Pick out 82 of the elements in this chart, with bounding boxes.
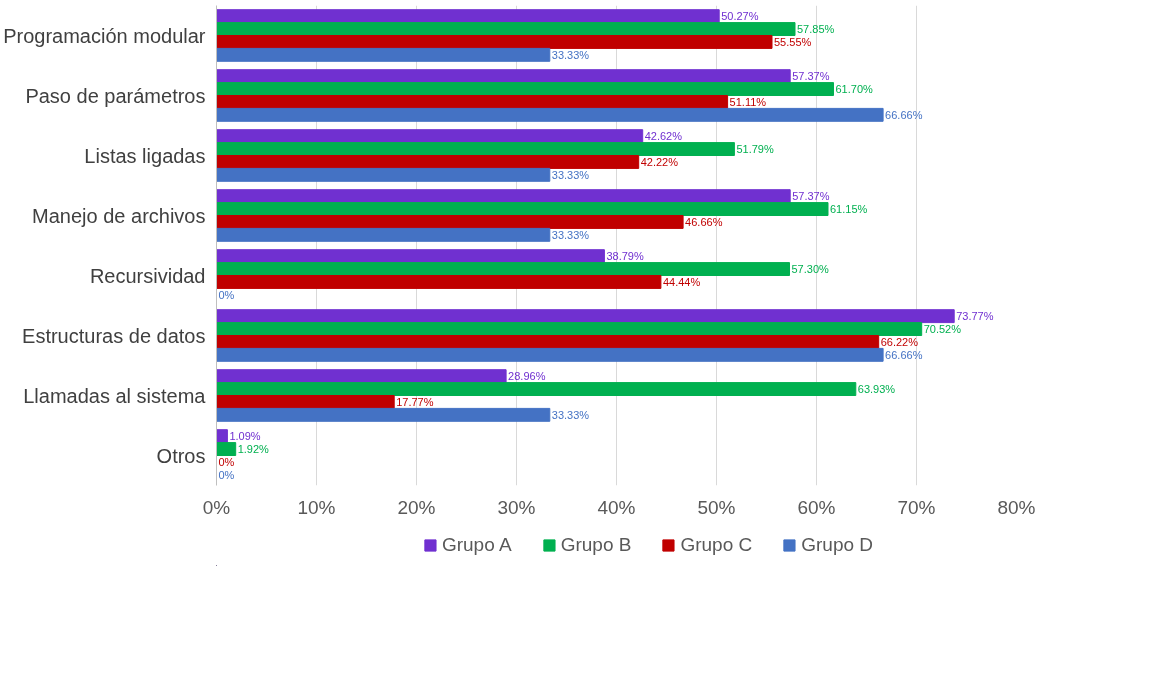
bar	[216, 82, 834, 96]
x-tick-label: 30%	[497, 496, 536, 518]
data-label: 66.66%	[885, 108, 923, 121]
bar	[216, 95, 729, 109]
data-label: 63.93%	[857, 383, 896, 396]
y-tick-label: Listas ligadas	[84, 144, 206, 167]
bar	[216, 347, 884, 362]
legend-label: Grupo D	[801, 534, 874, 556]
x-tick-label: 80%	[997, 496, 1036, 518]
bar	[216, 142, 735, 156]
data-label: 0%	[218, 288, 235, 301]
data-label: 51.79%	[736, 143, 774, 156]
bar	[216, 107, 884, 122]
bar	[216, 69, 791, 84]
legend-label: Grupo B	[560, 534, 632, 556]
bar	[216, 215, 684, 229]
y-tick-label: Manejo de archivos	[32, 204, 206, 227]
data-label: 42.62%	[644, 130, 683, 143]
data-label: 44.44%	[662, 275, 701, 288]
bar	[216, 369, 507, 384]
data-label: 33.33%	[551, 168, 590, 181]
y-tick-label: Otros	[156, 444, 206, 467]
y-tick-label: Estructuras de datos	[22, 324, 206, 347]
x-tick-label: 10%	[297, 496, 336, 518]
x-tick-label: 70%	[897, 496, 936, 518]
bar	[216, 322, 923, 336]
y-tick-label: Programación modular	[3, 24, 206, 47]
data-label: 46.66%	[685, 215, 723, 228]
x-tick-label: 60%	[797, 496, 836, 518]
x-tick-label: 20%	[397, 496, 436, 518]
bar	[216, 335, 880, 349]
data-label: 1.92%	[237, 443, 270, 456]
bar	[216, 155, 640, 169]
bar	[216, 309, 955, 324]
data-label: 57.85%	[797, 23, 835, 36]
bar	[216, 382, 857, 396]
y-tick-label: Paso de parámetros	[25, 84, 206, 107]
data-label: 1.09%	[229, 430, 261, 443]
data-label: 38.79%	[606, 250, 644, 263]
bar	[216, 249, 605, 264]
bar	[216, 429, 228, 444]
bar	[216, 395, 395, 409]
legend-label: Grupo C	[680, 534, 753, 556]
data-label: 51.11%	[729, 95, 767, 108]
data-label: 66.66%	[885, 348, 923, 361]
legend-label: Grupo A	[441, 534, 512, 556]
bar	[216, 202, 829, 216]
data-label: 28.96%	[508, 370, 546, 383]
data-label: 66.22%	[880, 335, 919, 348]
data-label: 61.70%	[835, 83, 874, 96]
data-label: 42.22%	[640, 155, 679, 168]
data-label: 57.37%	[792, 190, 830, 203]
bar	[216, 35, 773, 49]
bar	[216, 189, 791, 204]
data-label: 0%	[218, 455, 235, 468]
x-tick-label: 0%	[202, 496, 231, 518]
bar	[216, 262, 790, 276]
bar	[216, 167, 551, 182]
bar	[216, 22, 796, 36]
data-label: 61.15%	[830, 203, 868, 216]
y-tick-label: Llamadas al sistema	[23, 384, 207, 407]
bar	[216, 442, 237, 456]
x-tick-label: 50%	[697, 496, 736, 518]
data-label: 55.55%	[774, 35, 812, 48]
bar	[216, 47, 551, 62]
bar	[216, 129, 644, 144]
x-tick-label: 40%	[597, 496, 636, 518]
data-label: 33.33%	[551, 48, 590, 61]
bar	[216, 9, 720, 24]
data-label: 57.30%	[791, 263, 830, 276]
data-label: 57.37%	[792, 70, 830, 83]
data-label: 33.33%	[551, 408, 590, 421]
data-label: 17.77%	[396, 395, 434, 408]
data-label: 70.52%	[923, 323, 962, 336]
data-label: 0%	[218, 468, 235, 481]
data-label: 50.27%	[721, 10, 759, 23]
bar	[216, 407, 551, 422]
bar	[216, 227, 551, 242]
data-label: 73.77%	[956, 310, 994, 323]
y-tick-label: Recursividad	[89, 264, 206, 287]
bar	[216, 275, 662, 289]
data-label: 33.33%	[551, 228, 590, 241]
